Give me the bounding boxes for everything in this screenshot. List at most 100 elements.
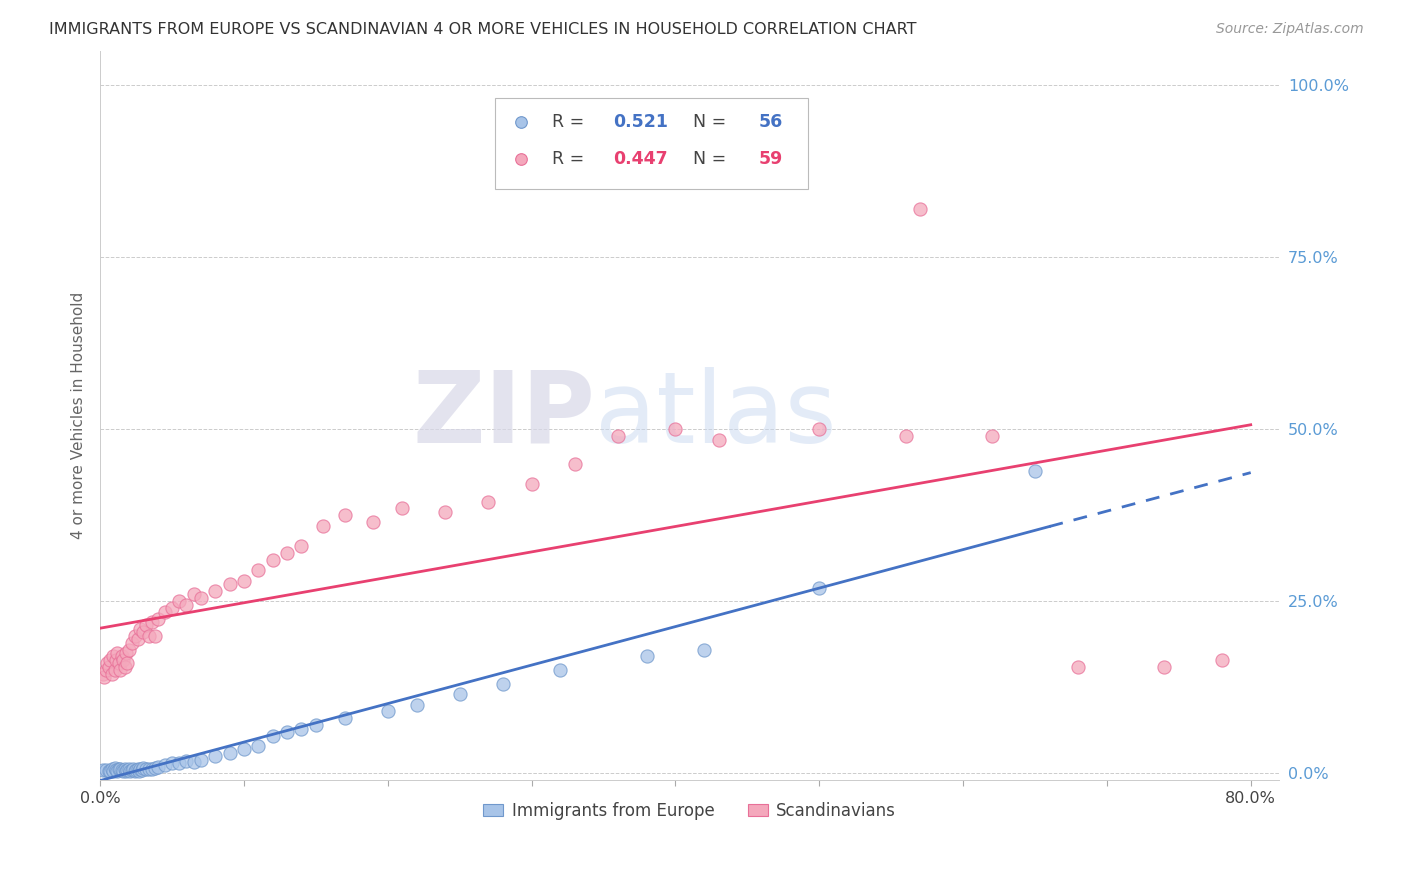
Point bbox=[204, 584, 226, 599]
Text: N =: N = bbox=[682, 113, 731, 131]
Point bbox=[97, 764, 120, 779]
Point bbox=[247, 563, 270, 577]
Point bbox=[146, 611, 169, 625]
Text: R =: R = bbox=[551, 113, 589, 131]
Text: N =: N = bbox=[682, 150, 731, 168]
Text: ZIP: ZIP bbox=[412, 367, 596, 464]
Point bbox=[131, 763, 153, 777]
Point bbox=[98, 764, 121, 778]
FancyBboxPatch shape bbox=[495, 98, 807, 189]
Point bbox=[492, 677, 515, 691]
Point bbox=[101, 649, 124, 664]
Point bbox=[104, 653, 127, 667]
Point bbox=[91, 763, 114, 777]
Point bbox=[129, 762, 152, 776]
Point bbox=[894, 429, 917, 443]
Point bbox=[135, 762, 157, 776]
Point bbox=[160, 601, 183, 615]
Point bbox=[449, 687, 471, 701]
Point bbox=[143, 761, 166, 775]
Point bbox=[108, 657, 131, 671]
Point bbox=[1211, 653, 1233, 667]
Point bbox=[96, 657, 118, 671]
Point bbox=[333, 508, 356, 523]
Point bbox=[333, 711, 356, 725]
Text: atlas: atlas bbox=[596, 367, 837, 464]
Text: R =: R = bbox=[551, 150, 589, 168]
Point bbox=[405, 698, 427, 712]
Point bbox=[127, 632, 149, 647]
Point bbox=[124, 629, 146, 643]
Point bbox=[112, 764, 135, 779]
Point bbox=[377, 705, 399, 719]
Point bbox=[146, 759, 169, 773]
Point bbox=[602, 145, 624, 160]
Point bbox=[262, 729, 284, 743]
Point bbox=[94, 763, 117, 777]
Point bbox=[190, 591, 212, 605]
Point bbox=[1024, 464, 1046, 478]
Point bbox=[693, 642, 716, 657]
Point bbox=[980, 429, 1002, 443]
Point bbox=[290, 539, 312, 553]
Point bbox=[94, 663, 117, 677]
Point bbox=[141, 615, 163, 629]
Point bbox=[127, 762, 149, 776]
Point bbox=[908, 202, 931, 216]
Y-axis label: 4 or more Vehicles in Household: 4 or more Vehicles in Household bbox=[72, 292, 86, 539]
Point bbox=[103, 761, 125, 775]
Point bbox=[93, 670, 115, 684]
Point bbox=[112, 653, 135, 667]
Point bbox=[218, 577, 240, 591]
Point bbox=[602, 180, 624, 194]
Point bbox=[111, 763, 134, 777]
Point bbox=[105, 646, 128, 660]
Point bbox=[477, 494, 499, 508]
Point bbox=[117, 657, 139, 671]
Point bbox=[305, 718, 328, 732]
Point bbox=[114, 659, 136, 673]
Point bbox=[434, 505, 457, 519]
Point bbox=[550, 663, 572, 677]
Point bbox=[153, 758, 176, 772]
Point bbox=[110, 663, 132, 677]
Point bbox=[276, 725, 298, 739]
Point bbox=[118, 762, 141, 776]
Point bbox=[167, 594, 190, 608]
Point bbox=[636, 649, 658, 664]
Point bbox=[218, 746, 240, 760]
Point bbox=[114, 762, 136, 776]
Point bbox=[111, 649, 134, 664]
Point bbox=[118, 642, 141, 657]
Point bbox=[100, 666, 122, 681]
Point bbox=[117, 763, 139, 777]
Point bbox=[190, 753, 212, 767]
Point bbox=[122, 762, 145, 776]
Point bbox=[233, 742, 256, 756]
Point bbox=[564, 457, 586, 471]
Point bbox=[176, 598, 198, 612]
Point bbox=[103, 663, 125, 677]
Point bbox=[1067, 659, 1090, 673]
Point bbox=[132, 761, 155, 775]
Point bbox=[91, 666, 114, 681]
Point bbox=[104, 763, 127, 777]
Point bbox=[808, 422, 831, 436]
Point bbox=[98, 653, 121, 667]
Point bbox=[176, 754, 198, 768]
Text: 0.447: 0.447 bbox=[613, 150, 668, 168]
Point bbox=[135, 618, 157, 632]
Point bbox=[105, 764, 128, 778]
Point bbox=[276, 546, 298, 560]
Text: 0.521: 0.521 bbox=[613, 113, 668, 131]
Point bbox=[110, 762, 132, 776]
Point bbox=[121, 763, 143, 777]
Point bbox=[312, 518, 335, 533]
Point bbox=[183, 756, 205, 770]
Point bbox=[120, 764, 142, 778]
Point bbox=[121, 635, 143, 649]
Point bbox=[101, 764, 124, 779]
Point bbox=[391, 501, 413, 516]
Point bbox=[128, 764, 150, 778]
Point bbox=[167, 756, 190, 770]
